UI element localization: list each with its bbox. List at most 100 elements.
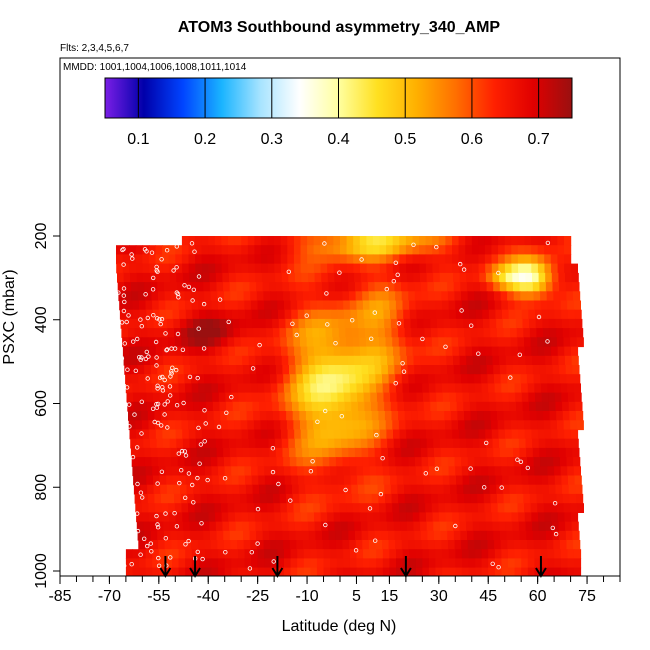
x-tick-label: 15 bbox=[381, 588, 399, 605]
heatmap-cell bbox=[305, 493, 314, 504]
heatmap-cell bbox=[254, 346, 262, 357]
heatmap-cell bbox=[465, 263, 473, 274]
heatmap-cell bbox=[314, 438, 322, 449]
heatmap-cell bbox=[388, 374, 396, 384]
heatmap-cell bbox=[161, 420, 169, 431]
heatmap-cell bbox=[256, 365, 264, 375]
heatmap-cell bbox=[228, 429, 236, 440]
heatmap-cell bbox=[511, 263, 519, 274]
heatmap-cell bbox=[546, 457, 554, 467]
heatmap-cell bbox=[426, 355, 434, 366]
heatmap-cell bbox=[510, 420, 519, 431]
observation-point bbox=[518, 459, 524, 464]
heatmap-cell bbox=[481, 567, 489, 576]
heatmap-cell bbox=[198, 558, 206, 569]
heatmap-cell bbox=[199, 484, 207, 495]
heatmap-cell bbox=[216, 365, 224, 375]
heatmap-cell bbox=[151, 291, 159, 302]
heatmap-cell bbox=[332, 493, 340, 504]
heatmap-cell bbox=[521, 549, 529, 559]
heatmap-cell bbox=[412, 337, 420, 348]
heatmap-cell bbox=[150, 438, 158, 449]
heatmap-cell bbox=[361, 282, 369, 292]
heatmap-cell bbox=[252, 484, 260, 495]
heatmap-cell bbox=[242, 282, 251, 292]
heatmap-cell bbox=[399, 512, 407, 523]
heatmap-cell bbox=[355, 540, 363, 550]
heatmap-cell bbox=[211, 300, 219, 311]
heatmap-cell bbox=[346, 512, 355, 523]
heatmap-cell bbox=[199, 401, 207, 412]
heatmap-cell bbox=[519, 365, 527, 375]
heatmap-cell bbox=[356, 558, 364, 569]
heatmap-cell bbox=[455, 392, 464, 403]
heatmap-cell bbox=[459, 355, 467, 366]
heatmap-cell bbox=[151, 374, 159, 384]
heatmap-cell bbox=[428, 558, 437, 569]
heatmap-cell bbox=[295, 282, 303, 292]
heatmap-cell bbox=[175, 245, 183, 255]
heatmap-cell bbox=[243, 291, 251, 302]
heatmap-cell bbox=[462, 309, 470, 320]
heatmap-cell bbox=[269, 447, 277, 458]
heatmap-cell bbox=[362, 540, 370, 550]
heatmap-cell bbox=[177, 282, 185, 292]
heatmap-cell bbox=[551, 512, 559, 523]
observation-point bbox=[270, 446, 276, 451]
heatmap-cell bbox=[154, 328, 162, 338]
heatmap-cell bbox=[163, 355, 171, 366]
heatmap-cell bbox=[316, 549, 325, 559]
heatmap-cell bbox=[153, 484, 161, 495]
heatmap-cell bbox=[544, 512, 552, 523]
heatmap-cell bbox=[381, 282, 389, 292]
heatmap-cell bbox=[396, 549, 404, 559]
heatmap-cell bbox=[372, 420, 380, 431]
heatmap-cell bbox=[478, 429, 486, 440]
heatmap-cell bbox=[478, 254, 486, 265]
heatmap-cell bbox=[385, 420, 393, 431]
heatmap-cell bbox=[346, 236, 354, 246]
observation-point bbox=[378, 491, 384, 497]
heatmap-cell bbox=[450, 328, 458, 338]
heatmap-cell bbox=[246, 328, 254, 338]
heatmap-cell bbox=[272, 328, 281, 338]
heatmap-cell bbox=[420, 365, 428, 375]
heatmap-cell bbox=[564, 254, 572, 265]
heatmap-cell bbox=[511, 429, 519, 440]
heatmap-cell bbox=[116, 245, 124, 255]
heatmap-cell bbox=[417, 411, 426, 421]
heatmap-cell bbox=[554, 392, 562, 403]
heatmap-cell bbox=[493, 530, 501, 541]
heatmap-cell bbox=[314, 512, 322, 523]
heatmap-cell bbox=[202, 438, 210, 449]
heatmap-cell bbox=[557, 429, 565, 440]
heatmap-cell bbox=[201, 503, 209, 513]
heatmap-cell bbox=[546, 365, 554, 375]
heatmap-cell bbox=[571, 521, 579, 532]
observation-point bbox=[139, 324, 144, 329]
heatmap-cell bbox=[573, 466, 581, 477]
heatmap-cell bbox=[256, 282, 264, 292]
heatmap-cell bbox=[438, 245, 446, 255]
heatmap-cell bbox=[295, 365, 303, 375]
observation-point bbox=[144, 543, 150, 549]
heatmap-cell bbox=[132, 567, 140, 576]
heatmap-cell bbox=[292, 493, 300, 504]
heatmap-cell bbox=[308, 530, 316, 541]
heatmap-cell bbox=[268, 438, 276, 449]
heatmap-cell bbox=[223, 540, 232, 550]
heatmap-cell bbox=[445, 236, 453, 246]
heatmap-cell bbox=[392, 503, 400, 513]
heatmap-cell bbox=[228, 346, 236, 357]
x-tick-label: 30 bbox=[430, 588, 448, 605]
heatmap-cell bbox=[285, 484, 293, 495]
heatmap-cell bbox=[444, 337, 453, 348]
heatmap-cell bbox=[171, 540, 179, 550]
observation-point bbox=[468, 466, 473, 471]
heatmap-cell bbox=[405, 503, 413, 513]
heatmap-cell bbox=[294, 263, 302, 274]
heatmap-cell bbox=[349, 383, 357, 394]
heatmap-cell bbox=[517, 420, 525, 431]
heatmap-cell bbox=[497, 493, 505, 504]
heatmap-cell bbox=[218, 466, 226, 477]
